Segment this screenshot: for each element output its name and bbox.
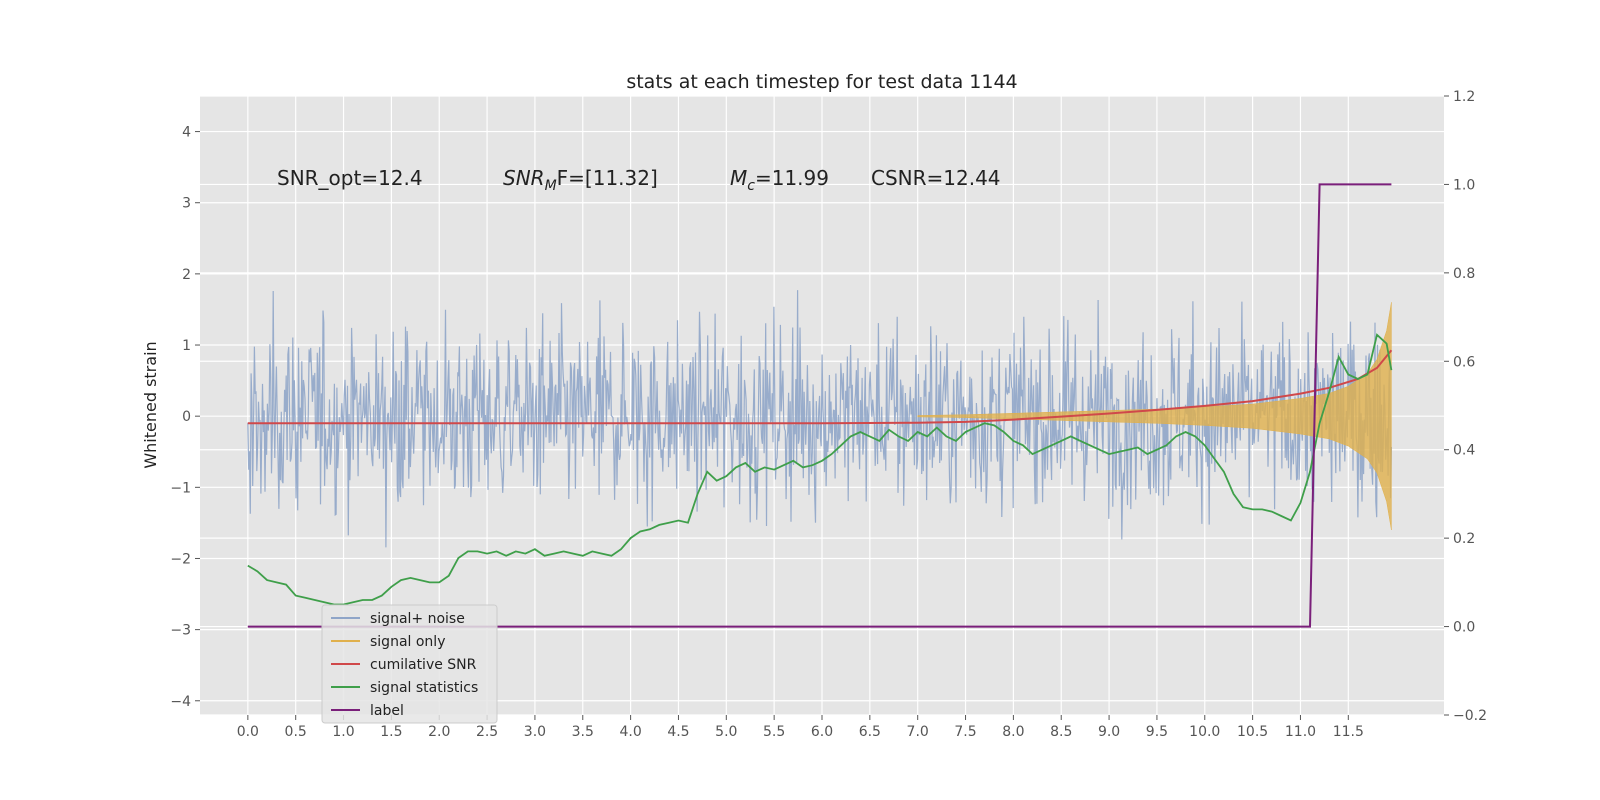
x-tick-label-10: 5.0	[715, 724, 737, 740]
y-axis-ticks: −4 −3 −2 −1 0 1 2 3 4	[170, 125, 200, 710]
x-tick-label-18: 9.0	[1098, 724, 1120, 740]
annotation-snr-opt: SNR_opt=12.4	[277, 166, 423, 190]
legend-items: signal+ noise signal only cumilative SNR si…	[331, 611, 478, 719]
x-tick-label-13: 6.5	[859, 724, 881, 740]
legend-label-0: signal+ noise	[370, 611, 465, 627]
y-tick-label-1: −3	[170, 623, 191, 639]
y2-tick-label-2: 0.2	[1453, 531, 1475, 547]
y2-axis-ticks: −0.2 0.0 0.2 0.4 0.6 0.8 1.0 1.2	[1444, 89, 1487, 724]
y-tick-label-2: −2	[170, 551, 191, 567]
x-tick-label-14: 7.0	[907, 724, 929, 740]
x-tick-label-7: 3.5	[572, 724, 594, 740]
legend-label-2: cumilative SNR	[370, 657, 477, 673]
y2-tick-label-5: 0.8	[1453, 266, 1475, 282]
series-label	[247, 183, 1392, 628]
x-tick-label-9: 4.5	[667, 724, 689, 740]
y-tick-label-5: 1	[182, 338, 191, 354]
y2-tick-label-3: 0.4	[1453, 443, 1475, 459]
x-tick-label-20: 10.0	[1189, 724, 1220, 740]
y-axis-label: Whitened strain	[141, 341, 160, 468]
y2-tick-label-7: 1.2	[1453, 89, 1475, 105]
x-tick-label-0: 0.0	[237, 724, 259, 740]
x-tick-label-16: 8.0	[1002, 724, 1024, 740]
x-tick-label-21: 10.5	[1237, 724, 1268, 740]
x-tick-label-2: 1.0	[332, 724, 354, 740]
annotation-mc-sub: c	[747, 178, 755, 194]
signal-noise-series	[247, 290, 1392, 548]
x-tick-label-5: 2.5	[476, 724, 498, 740]
x-tick-label-11: 5.5	[763, 724, 785, 740]
x-tick-label-8: 4.0	[619, 724, 641, 740]
x-tick-label-17: 8.5	[1050, 724, 1072, 740]
x-tick-label-4: 2.0	[428, 724, 450, 740]
annotation-mc-main: M	[730, 166, 747, 190]
x-tick-label-19: 9.5	[1146, 724, 1168, 740]
series-signal-plus-noise	[247, 290, 1392, 548]
x-tick-label-15: 7.5	[954, 724, 976, 740]
y-tick-label-4: 0	[182, 409, 191, 425]
series-signal-statistics	[247, 333, 1393, 606]
y-tick-label-7: 3	[182, 196, 191, 212]
x-tick-label-22: 11.0	[1285, 724, 1316, 740]
y-tick-label-6: 2	[182, 267, 191, 283]
annotation-snr-mf-sub: M	[545, 178, 557, 194]
y-tick-label-8: 4	[182, 125, 191, 141]
annotation-snr-mf-rest: F=[11.32]	[557, 166, 658, 190]
chart-title: stats at each timestep for test data 114…	[626, 71, 1017, 93]
y2-tick-label-1: 0.0	[1453, 620, 1475, 636]
annotation-csnr: CSNR=12.44	[871, 166, 1001, 190]
x-tick-label-1: 0.5	[285, 724, 307, 740]
annotation-mc-rest: =11.99	[755, 166, 829, 190]
legend-label-3: signal statistics	[370, 680, 478, 696]
x-tick-label-23: 11.5	[1333, 724, 1364, 740]
x-tick-label-3: 1.5	[380, 724, 402, 740]
x-tick-label-12: 6.0	[811, 724, 833, 740]
y-tick-label-0: −4	[170, 694, 191, 710]
annotation-mc: Mc=11.99	[730, 166, 829, 194]
series-cumilative-snr	[247, 349, 1393, 425]
legend: signal+ noise signal only cumilative SNR si…	[321, 604, 498, 724]
x-axis-ticks: 0.0 0.5 1.0 1.5 2.0 2.5 3.0 3.5 4.0 4.5 5.0 5.5 6.0 6…	[237, 715, 1364, 740]
x-tick-label-6: 3.0	[524, 724, 546, 740]
y-tick-label-3: −1	[170, 480, 191, 496]
legend-label-4: label	[370, 703, 404, 719]
y2-tick-label-6: 1.0	[1453, 177, 1475, 193]
legend-box	[321, 604, 498, 724]
annotation-snr-mf-main: SNR	[503, 166, 545, 190]
y2-tick-label-4: 0.6	[1453, 354, 1475, 370]
y2-tick-label-0: −0.2	[1453, 708, 1487, 724]
annotation-snr-mf: SNRMF=[11.32]	[503, 166, 658, 194]
legend-label-1: signal only	[370, 634, 445, 650]
